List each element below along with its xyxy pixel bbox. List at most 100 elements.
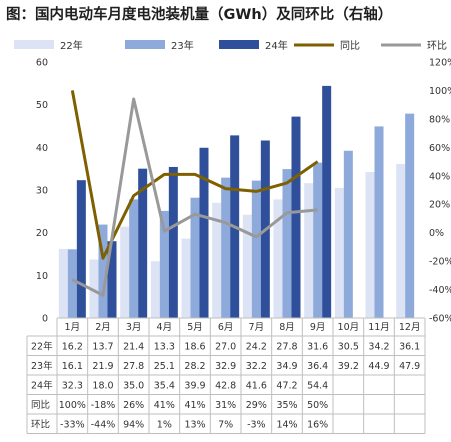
y-tick-right: 60% [429, 143, 450, 154]
table-cell: 16.2 [62, 341, 83, 352]
table-cell: -33% [60, 419, 85, 430]
y-tick-left: 20 [36, 228, 48, 239]
table-cell: 28.2 [184, 361, 205, 372]
table-cell: 35.4 [154, 380, 175, 391]
table-cell: 25.1 [154, 361, 175, 372]
table-cell: 47.2 [276, 380, 297, 391]
table-cell: 41.6 [246, 380, 267, 391]
x-tick-label: 4月 [157, 322, 173, 333]
table-cell: 36.1 [399, 341, 420, 352]
bar [168, 166, 178, 318]
table-cell: 27.8 [276, 341, 297, 352]
table-cell: 21.9 [92, 361, 113, 372]
bar [212, 202, 222, 318]
bar [221, 177, 231, 318]
table-cell: -18% [91, 400, 116, 411]
legend-label: 24年 [265, 39, 288, 52]
bar [58, 248, 68, 318]
y-tick-right: 100% [429, 86, 451, 97]
bar [405, 113, 415, 318]
table-cell: 94% [123, 419, 144, 430]
legend-swatch [125, 40, 165, 49]
bar [396, 163, 406, 318]
y-tick-right: -40% [429, 285, 451, 296]
table-cell: -3% [247, 419, 266, 430]
table-cell: 27.8 [123, 361, 144, 372]
bar [89, 259, 99, 318]
table-cell: 24.2 [246, 341, 267, 352]
y-tick-right: 80% [429, 114, 450, 125]
table-cell: 16.1 [62, 361, 83, 372]
y-tick-left: 60 [36, 58, 48, 69]
series-line [71, 97, 318, 297]
bar [159, 210, 169, 318]
table-cell: 30.5 [338, 341, 359, 352]
table-cell: 100% [59, 400, 86, 411]
table-row-label: 22年 [31, 340, 53, 352]
bar [190, 197, 200, 318]
x-tick-label: 9月 [310, 322, 326, 333]
x-tick-label: 2月 [95, 322, 111, 333]
table-cell: 41% [184, 400, 205, 411]
table-cell: 1% [157, 419, 172, 430]
table-cell: 18.6 [184, 341, 205, 352]
table-cell: 42.8 [215, 380, 236, 391]
x-tick-label: 6月 [218, 322, 234, 333]
legend-label: 环比 [427, 40, 447, 52]
bar [365, 172, 375, 318]
legend-swatch [219, 40, 259, 49]
table-cell: 34.2 [368, 341, 389, 352]
table-cell: 13.7 [92, 341, 113, 352]
legend-label: 同比 [340, 40, 360, 52]
y-tick-left: 10 [36, 271, 48, 282]
y-tick-right: 20% [429, 200, 450, 211]
bar [138, 168, 148, 318]
table-cell: 36.4 [307, 361, 328, 372]
x-tick-label: 10月 [338, 322, 360, 333]
bar [76, 180, 86, 318]
table-cell: 31.6 [307, 341, 328, 352]
table-row-label: 环比 [31, 418, 50, 430]
bar [129, 199, 139, 318]
table-cell: 44.9 [368, 361, 389, 372]
bar [282, 169, 292, 318]
table-cell: 31% [215, 400, 236, 411]
chart-title: 图：国内电动车月度电池装机量（GWh）及同环比（右轴） [6, 5, 392, 23]
bar [291, 116, 301, 318]
y-tick-right: 0% [429, 228, 444, 239]
y-tick-right: -60% [429, 314, 451, 325]
y-tick-right: -20% [429, 257, 451, 268]
table-cell: 32.9 [215, 361, 236, 372]
bar [120, 226, 130, 318]
table-cell: 26% [123, 400, 144, 411]
table-cell: 21.4 [123, 341, 144, 352]
table-cell: 35% [276, 400, 297, 411]
x-tick-label: 3月 [126, 322, 142, 333]
table-cell: 13.3 [154, 341, 175, 352]
bar [181, 238, 191, 318]
table-cell: 50% [307, 400, 328, 411]
table-cell: 47.9 [399, 361, 420, 372]
bar [98, 224, 108, 318]
table-row-label: 23年 [31, 360, 53, 372]
bar [343, 150, 353, 318]
legend-swatch [14, 40, 54, 49]
y-tick-right: 40% [429, 171, 450, 182]
table-row-label: 同比 [31, 399, 50, 411]
table-cell: 39.9 [184, 380, 205, 391]
table-cell: -44% [91, 419, 116, 430]
table-cell: 39.2 [338, 361, 359, 372]
y-tick-right: 120% [429, 58, 451, 69]
x-tick-label: 11月 [368, 322, 390, 333]
bar [150, 261, 160, 318]
bar [334, 187, 344, 318]
table-cell: 13% [184, 419, 205, 430]
table-cell: 34.9 [276, 361, 297, 372]
table-cell: 27.0 [215, 341, 236, 352]
table-cell: 16% [307, 419, 328, 430]
table-cell: 35.0 [123, 380, 144, 391]
table-row-label: 24年 [31, 379, 53, 391]
x-tick-label: 5月 [187, 322, 203, 333]
y-tick-left: 30 [36, 186, 48, 197]
y-tick-left: 0 [42, 314, 48, 325]
